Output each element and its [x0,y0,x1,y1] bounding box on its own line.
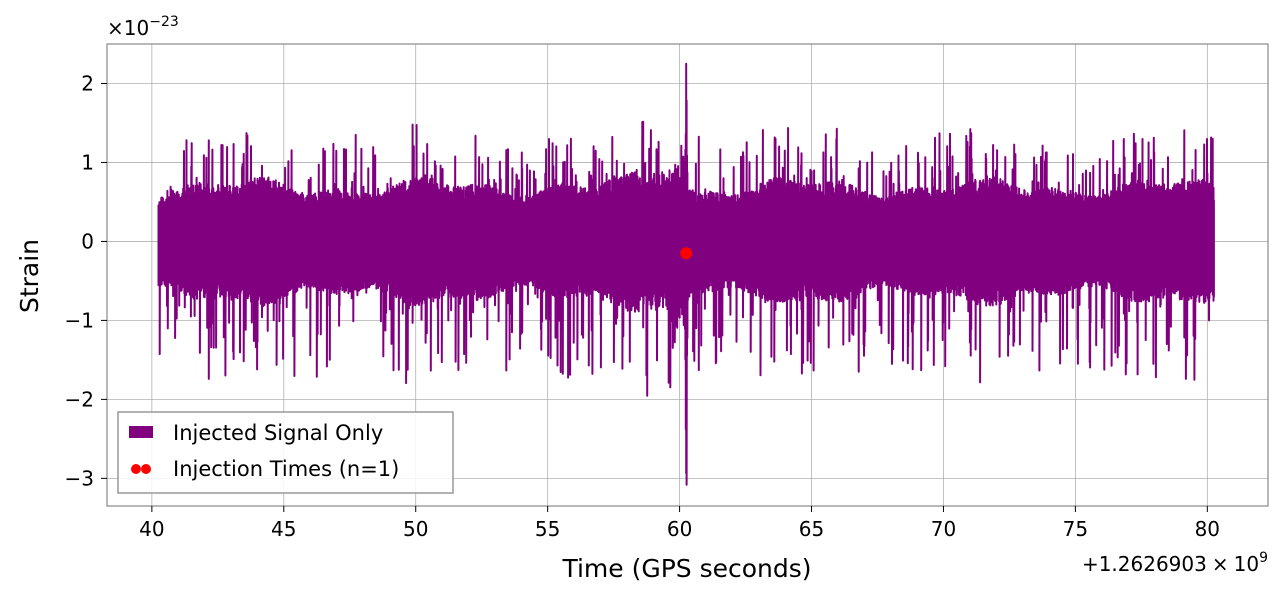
x-tick-label: 50 [403,517,428,541]
plot-area-frame [106,43,1269,507]
legend-swatch-signal [129,426,153,438]
injection-point [680,247,693,260]
x-tick-label: 75 [1063,517,1088,541]
x-axis-label: Time (GPS seconds) [561,554,811,583]
legend-marker-injection-a [131,464,141,474]
x-tick-label: 40 [139,517,164,541]
y-scale-exponent: −23 [149,14,179,30]
x-offset-times: × [1212,552,1229,576]
y-scale-base: ×10 [107,16,149,40]
x-offset-label: +1.2626903 × 109 [1082,550,1268,576]
y-tick-label: 0 [81,229,94,253]
x-offset-prefix: +1.2626903 [1082,552,1207,576]
legend-box [117,411,454,494]
x-tick-label: 45 [271,517,296,541]
y-tick-label: 1 [81,150,94,174]
y-tick-label: 2 [81,71,94,95]
y-tick-label: −2 [65,387,94,411]
x-tick-label: 65 [799,517,824,541]
signal-series [157,62,1215,486]
legend-label-injection: Injection Times (n=1) [173,457,399,481]
y-tick-label: −3 [65,466,94,490]
x-offset-exponent: 9 [1259,550,1268,566]
y-axis-label: Strain [15,239,44,313]
signal-trace [157,62,1215,486]
axis-ticks: 40 45 50 55 60 65 70 75 80 −3 −2 −1 0 1 2 [65,71,1221,541]
x-offset-base: 10 [1234,552,1259,576]
x-tick-label: 55 [535,517,560,541]
x-tick-label: 70 [931,517,956,541]
y-scale-factor: ×10−23 [107,14,179,40]
x-tick-label: 60 [667,517,692,541]
legend-marker-injection-b [141,464,151,474]
y-tick-label: −1 [65,308,94,332]
injection-points [680,247,693,260]
legend-label-signal: Injected Signal Only [173,421,383,445]
x-tick-label: 80 [1195,517,1220,541]
legend: Injected Signal Only Injection Times (n=… [117,411,454,494]
